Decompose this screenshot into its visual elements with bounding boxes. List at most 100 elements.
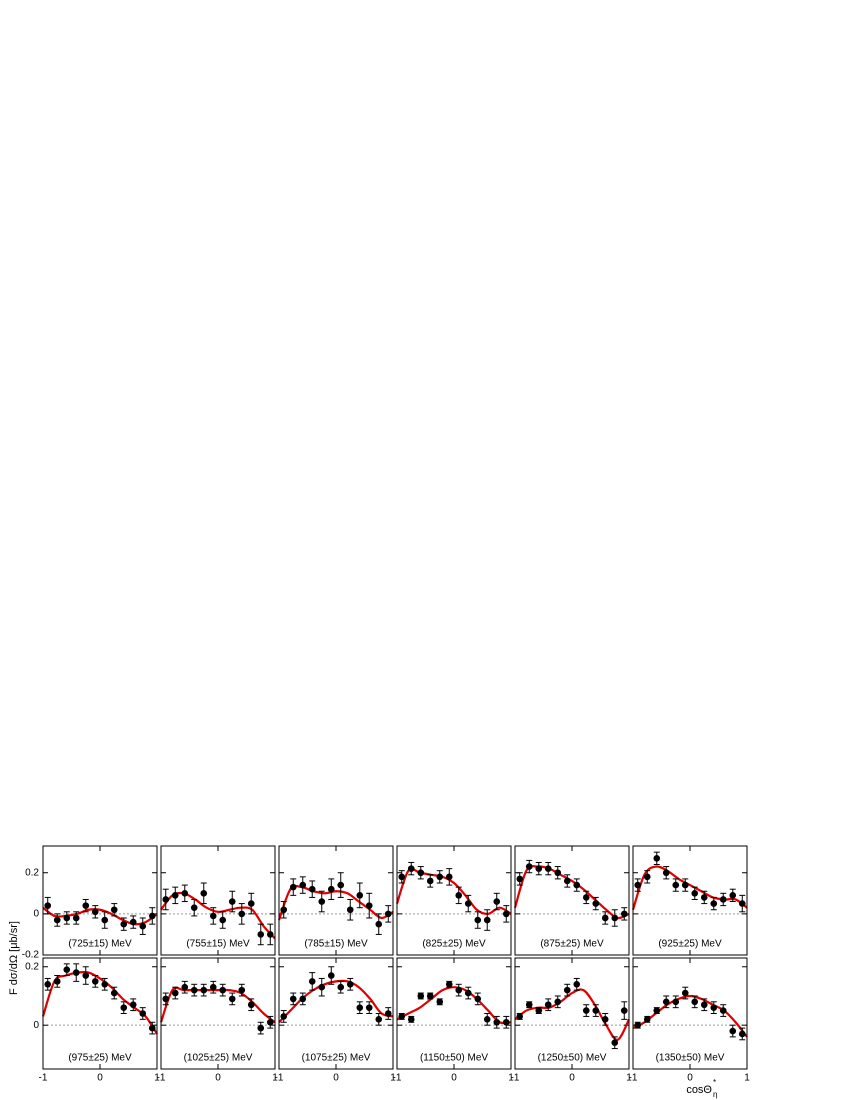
data-point [101, 916, 109, 924]
data-point [308, 978, 316, 985]
panel: -1 0 1 (1250±50) MeV [511, 957, 632, 1084]
data-point [554, 998, 562, 1006]
panel-label: (785±15) MeV [304, 939, 368, 950]
data-point [337, 881, 345, 889]
fit-curve [513, 865, 630, 920]
fit-curve [631, 865, 748, 911]
data-point [544, 1001, 552, 1009]
data-point [502, 1018, 510, 1026]
data-point [129, 1001, 137, 1009]
panel-frame [514, 957, 630, 1070]
data-point [228, 898, 236, 905]
data-point [63, 966, 71, 973]
data-point [299, 995, 307, 1003]
panel-label: (925±25) MeV [658, 939, 722, 950]
data-point [483, 916, 491, 924]
data-point [563, 877, 571, 885]
data-point [436, 873, 444, 881]
data-point [384, 910, 392, 918]
data-point [181, 983, 189, 991]
data-point [398, 873, 406, 881]
data-point [190, 986, 198, 994]
data-point [662, 869, 670, 877]
data-point [72, 914, 80, 922]
panel-frame [632, 845, 748, 956]
data-point [611, 1039, 619, 1047]
x-tick-label: 1 [272, 1073, 278, 1084]
data-point [219, 986, 227, 994]
data-point [672, 881, 680, 889]
fit-curve [159, 986, 276, 1024]
panel-frame [42, 845, 158, 956]
panel: (755±15) MeV [160, 845, 276, 956]
x-tick-label: 0 [569, 1073, 575, 1084]
data-point [171, 892, 179, 899]
data-point [356, 892, 364, 899]
data-point [72, 969, 80, 976]
data-point [573, 980, 581, 988]
data-point [681, 881, 689, 889]
panel-label: (825±25) MeV [422, 939, 486, 950]
x-tick-label: 1 [508, 1073, 514, 1084]
data-point [375, 920, 383, 928]
data-point [280, 906, 288, 914]
data-point [53, 978, 61, 985]
data-point [455, 986, 463, 994]
data-point [436, 998, 444, 1006]
data-point [148, 912, 156, 920]
x-axis-label-sub: η [713, 1090, 717, 1099]
data-point [346, 980, 354, 988]
data-point [464, 989, 472, 997]
data-point [53, 916, 61, 924]
panel-frame [396, 957, 512, 1070]
data-point [200, 890, 208, 897]
data-point [445, 980, 453, 988]
panel: -1 0 1 (1025±25) MeV [157, 957, 278, 1084]
data-point [455, 892, 463, 899]
data-point [525, 863, 533, 870]
data-point [592, 900, 600, 907]
data-point [554, 869, 562, 877]
data-point [525, 1001, 533, 1009]
data-point [44, 980, 52, 988]
panel-label: (1075±25) MeV [302, 1053, 371, 1064]
fit-curve [278, 979, 394, 1024]
data-point [729, 892, 737, 899]
x-tick-label: -1 [393, 1073, 402, 1084]
data-point [502, 910, 510, 918]
data-point [483, 1016, 491, 1023]
data-point [474, 995, 482, 1003]
data-point [691, 890, 699, 897]
data-point [257, 931, 265, 938]
panel-frame [160, 957, 276, 1070]
panel-label: (1025±25) MeV [184, 1053, 253, 1064]
data-point [426, 992, 434, 1000]
panel-label: (975±25) MeV [68, 1053, 132, 1064]
panel-label: (875±25) MeV [540, 939, 604, 950]
panel-frame [160, 845, 276, 956]
data-point [247, 1001, 255, 1009]
data-point [407, 865, 415, 872]
data-point [620, 1007, 628, 1014]
x-tick-label: 0 [687, 1073, 693, 1084]
data-point [445, 873, 453, 881]
data-point [299, 881, 307, 889]
data-point [535, 865, 543, 872]
data-point [563, 986, 571, 994]
data-point [643, 1016, 651, 1023]
data-point [375, 1016, 383, 1023]
panel-label: (1350±50) MeV [656, 1053, 725, 1064]
x-tick-label: 0 [451, 1073, 457, 1084]
data-point [662, 998, 670, 1006]
data-point [120, 1004, 128, 1011]
data-point [384, 1010, 392, 1017]
data-point [63, 914, 71, 922]
data-point [162, 995, 170, 1003]
panel-label: (1250±50) MeV [538, 1053, 607, 1064]
panel: (875±25) MeV [513, 845, 630, 956]
data-point [493, 1018, 501, 1026]
panel: 0 0.2 -1 0 1 (975±25) MeV [25, 957, 160, 1084]
data-point [280, 1013, 288, 1020]
